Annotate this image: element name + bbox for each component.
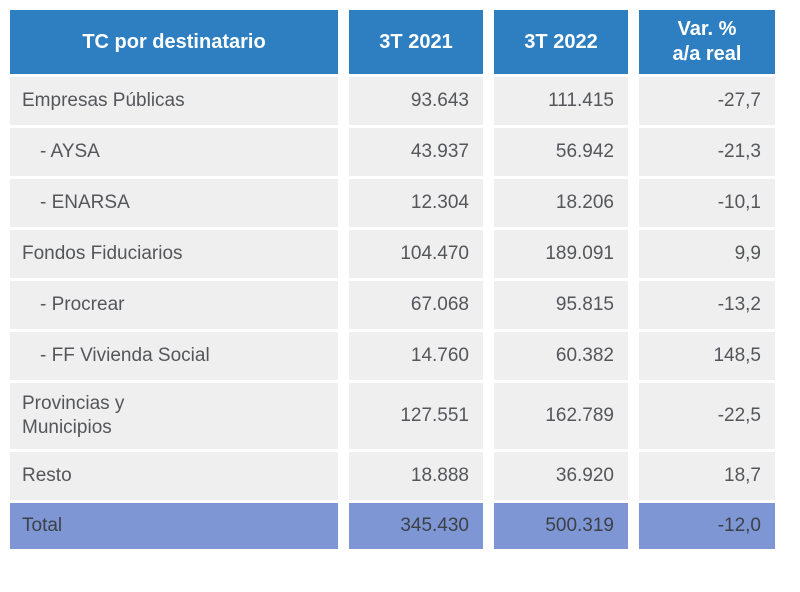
value-3t2022: 162.789 xyxy=(494,383,628,449)
total-var: -12,0 xyxy=(639,503,775,549)
total-3t2021: 345.430 xyxy=(349,503,483,549)
value-3t2021: 67.068 xyxy=(349,281,483,329)
total-3t2022: 500.319 xyxy=(494,503,628,549)
value-3t2021: 18.888 xyxy=(349,452,483,500)
value-var: 18,7 xyxy=(639,452,775,500)
value-3t2022: 60.382 xyxy=(494,332,628,380)
column-header-3t2022: 3T 2022 xyxy=(494,10,628,74)
row-label: - Procrear xyxy=(10,281,338,329)
value-3t2021: 14.760 xyxy=(349,332,483,380)
column-header-3t2021: 3T 2021 xyxy=(349,10,483,74)
value-var: -10,1 xyxy=(639,179,775,227)
value-3t2021: 104.470 xyxy=(349,230,483,278)
row-label: - FF Vivienda Social xyxy=(10,332,338,380)
value-3t2022: 95.815 xyxy=(494,281,628,329)
value-3t2022: 111.415 xyxy=(494,77,628,125)
row-label: Resto xyxy=(10,452,338,500)
row-label: Provincias y Municipios xyxy=(10,383,338,449)
value-3t2022: 56.942 xyxy=(494,128,628,176)
value-3t2022: 189.091 xyxy=(494,230,628,278)
value-var: -22,5 xyxy=(639,383,775,449)
row-label: Fondos Fiduciarios xyxy=(10,230,338,278)
value-var: -13,2 xyxy=(639,281,775,329)
value-var: 9,9 xyxy=(639,230,775,278)
value-var: -21,3 xyxy=(639,128,775,176)
value-3t2021: 12.304 xyxy=(349,179,483,227)
row-label: - AYSA xyxy=(10,128,338,176)
value-var: -27,7 xyxy=(639,77,775,125)
row-label: - ENARSA xyxy=(10,179,338,227)
value-3t2021: 43.937 xyxy=(349,128,483,176)
value-3t2021: 127.551 xyxy=(349,383,483,449)
row-label: Empresas Públicas xyxy=(10,77,338,125)
value-3t2022: 18.206 xyxy=(494,179,628,227)
total-label: Total xyxy=(10,503,338,549)
column-header-destinatario: TC por destinatario xyxy=(10,10,338,74)
value-var: 148,5 xyxy=(639,332,775,380)
value-3t2022: 36.920 xyxy=(494,452,628,500)
value-3t2021: 93.643 xyxy=(349,77,483,125)
tc-destinatario-table: TC por destinatario 3T 2021 3T 2022 Var.… xyxy=(10,10,775,549)
column-header-var: Var. % a/a real xyxy=(639,10,775,74)
